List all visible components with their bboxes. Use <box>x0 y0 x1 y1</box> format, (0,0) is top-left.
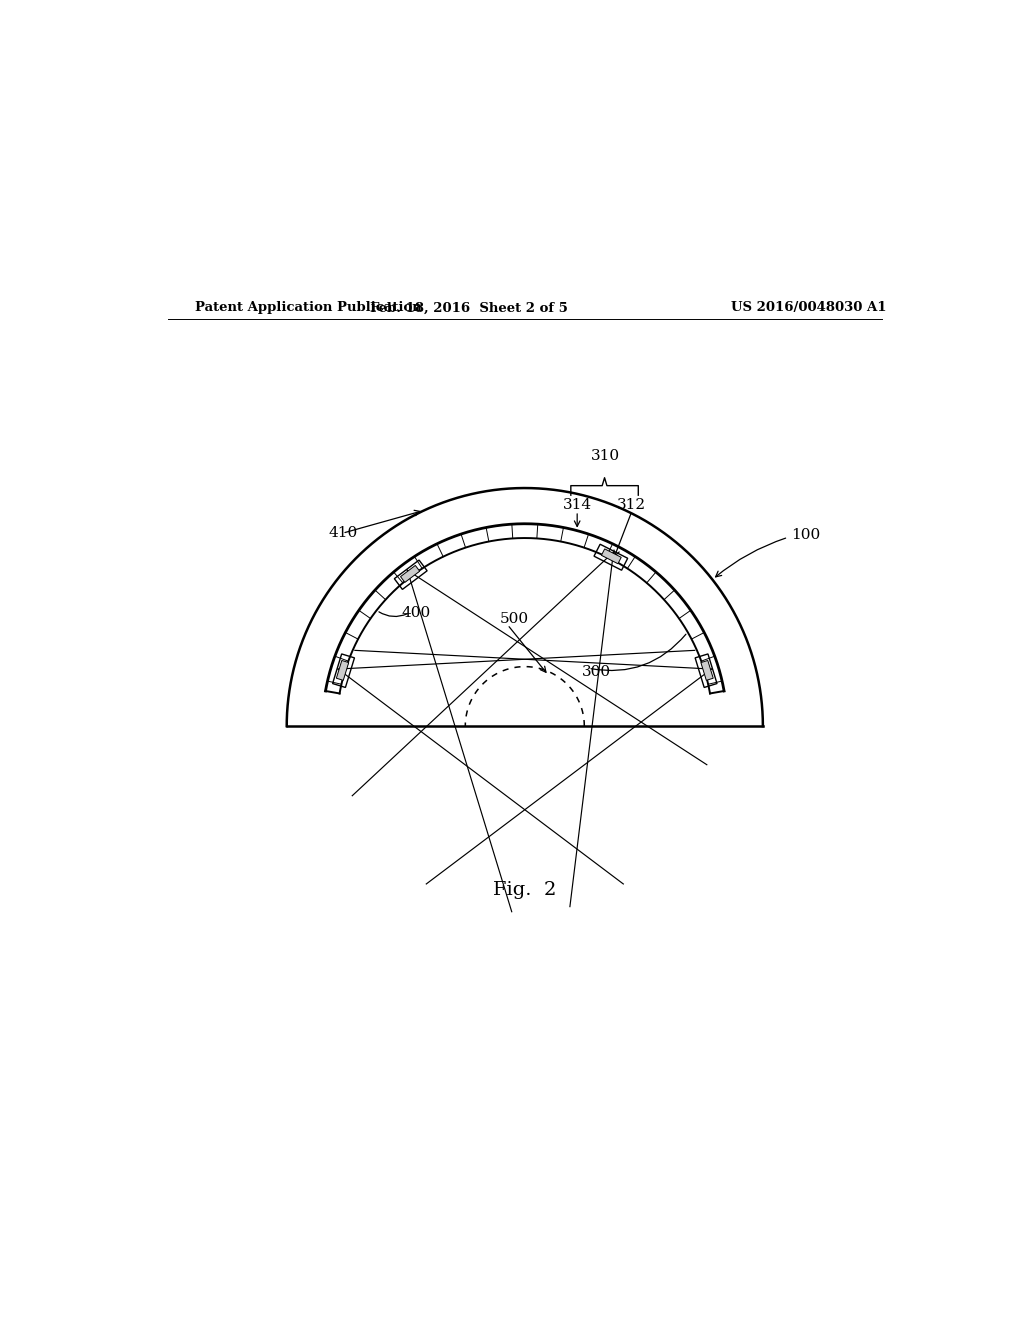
Text: 410: 410 <box>329 527 358 540</box>
Text: 100: 100 <box>791 528 820 543</box>
Polygon shape <box>400 565 420 582</box>
Text: 300: 300 <box>582 665 611 680</box>
Polygon shape <box>336 660 349 680</box>
Text: 312: 312 <box>617 499 646 512</box>
Text: 314: 314 <box>562 499 592 512</box>
Text: Fig.  2: Fig. 2 <box>494 882 556 899</box>
Text: Feb. 18, 2016  Sheet 2 of 5: Feb. 18, 2016 Sheet 2 of 5 <box>371 301 568 314</box>
Text: 500: 500 <box>500 612 528 626</box>
Polygon shape <box>700 660 714 680</box>
Text: 400: 400 <box>401 606 431 619</box>
Text: US 2016/0048030 A1: US 2016/0048030 A1 <box>731 301 887 314</box>
Text: Patent Application Publication: Patent Application Publication <box>196 301 422 314</box>
Text: 310: 310 <box>591 449 621 463</box>
Polygon shape <box>601 549 622 564</box>
